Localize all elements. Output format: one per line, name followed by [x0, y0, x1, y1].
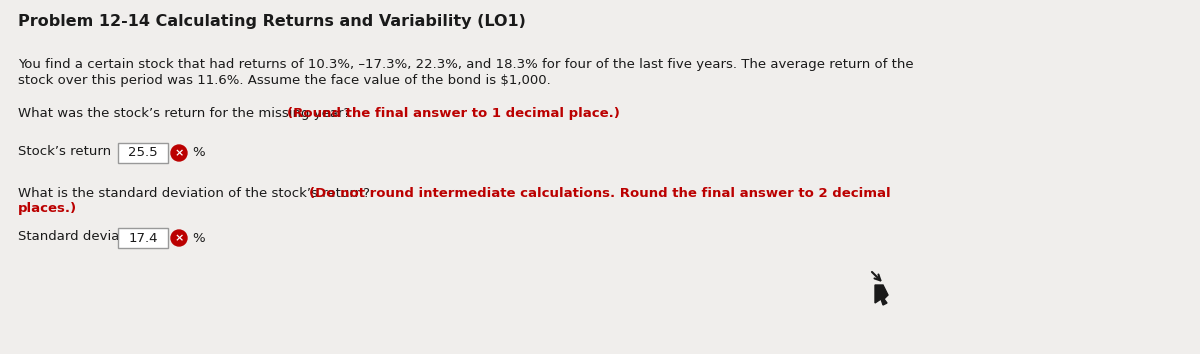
Text: ×: ×	[174, 148, 184, 158]
Circle shape	[172, 145, 187, 161]
Text: 17.4: 17.4	[128, 232, 157, 245]
Circle shape	[172, 230, 187, 246]
Text: (Round the final answer to 1 decimal place.): (Round the final answer to 1 decimal pla…	[287, 107, 620, 120]
Text: %: %	[192, 232, 205, 245]
FancyBboxPatch shape	[118, 228, 168, 248]
Text: (Do not round intermediate calculations. Round the final answer to 2 decimal: (Do not round intermediate calculations.…	[308, 187, 890, 200]
FancyBboxPatch shape	[118, 143, 168, 163]
Text: What is the standard deviation of the stock’s return?: What is the standard deviation of the st…	[18, 187, 374, 200]
Text: Standard deviation: Standard deviation	[18, 230, 145, 243]
Polygon shape	[875, 285, 888, 305]
Text: stock over this period was 11.6%. Assume the face value of the bond is $1,000.: stock over this period was 11.6%. Assume…	[18, 74, 551, 87]
Text: Stock’s return: Stock’s return	[18, 145, 112, 158]
Text: 25.5: 25.5	[128, 147, 158, 160]
Text: %: %	[192, 147, 205, 160]
Text: What was the stock’s return for the missing year?: What was the stock’s return for the miss…	[18, 107, 355, 120]
Text: ×: ×	[174, 233, 184, 243]
Text: places.): places.)	[18, 202, 77, 215]
Text: You find a certain stock that had returns of 10.3%, –17.3%, 22.3%, and 18.3% for: You find a certain stock that had return…	[18, 58, 913, 71]
Text: Problem 12-14 Calculating Returns and Variability (LO1): Problem 12-14 Calculating Returns and Va…	[18, 14, 526, 29]
